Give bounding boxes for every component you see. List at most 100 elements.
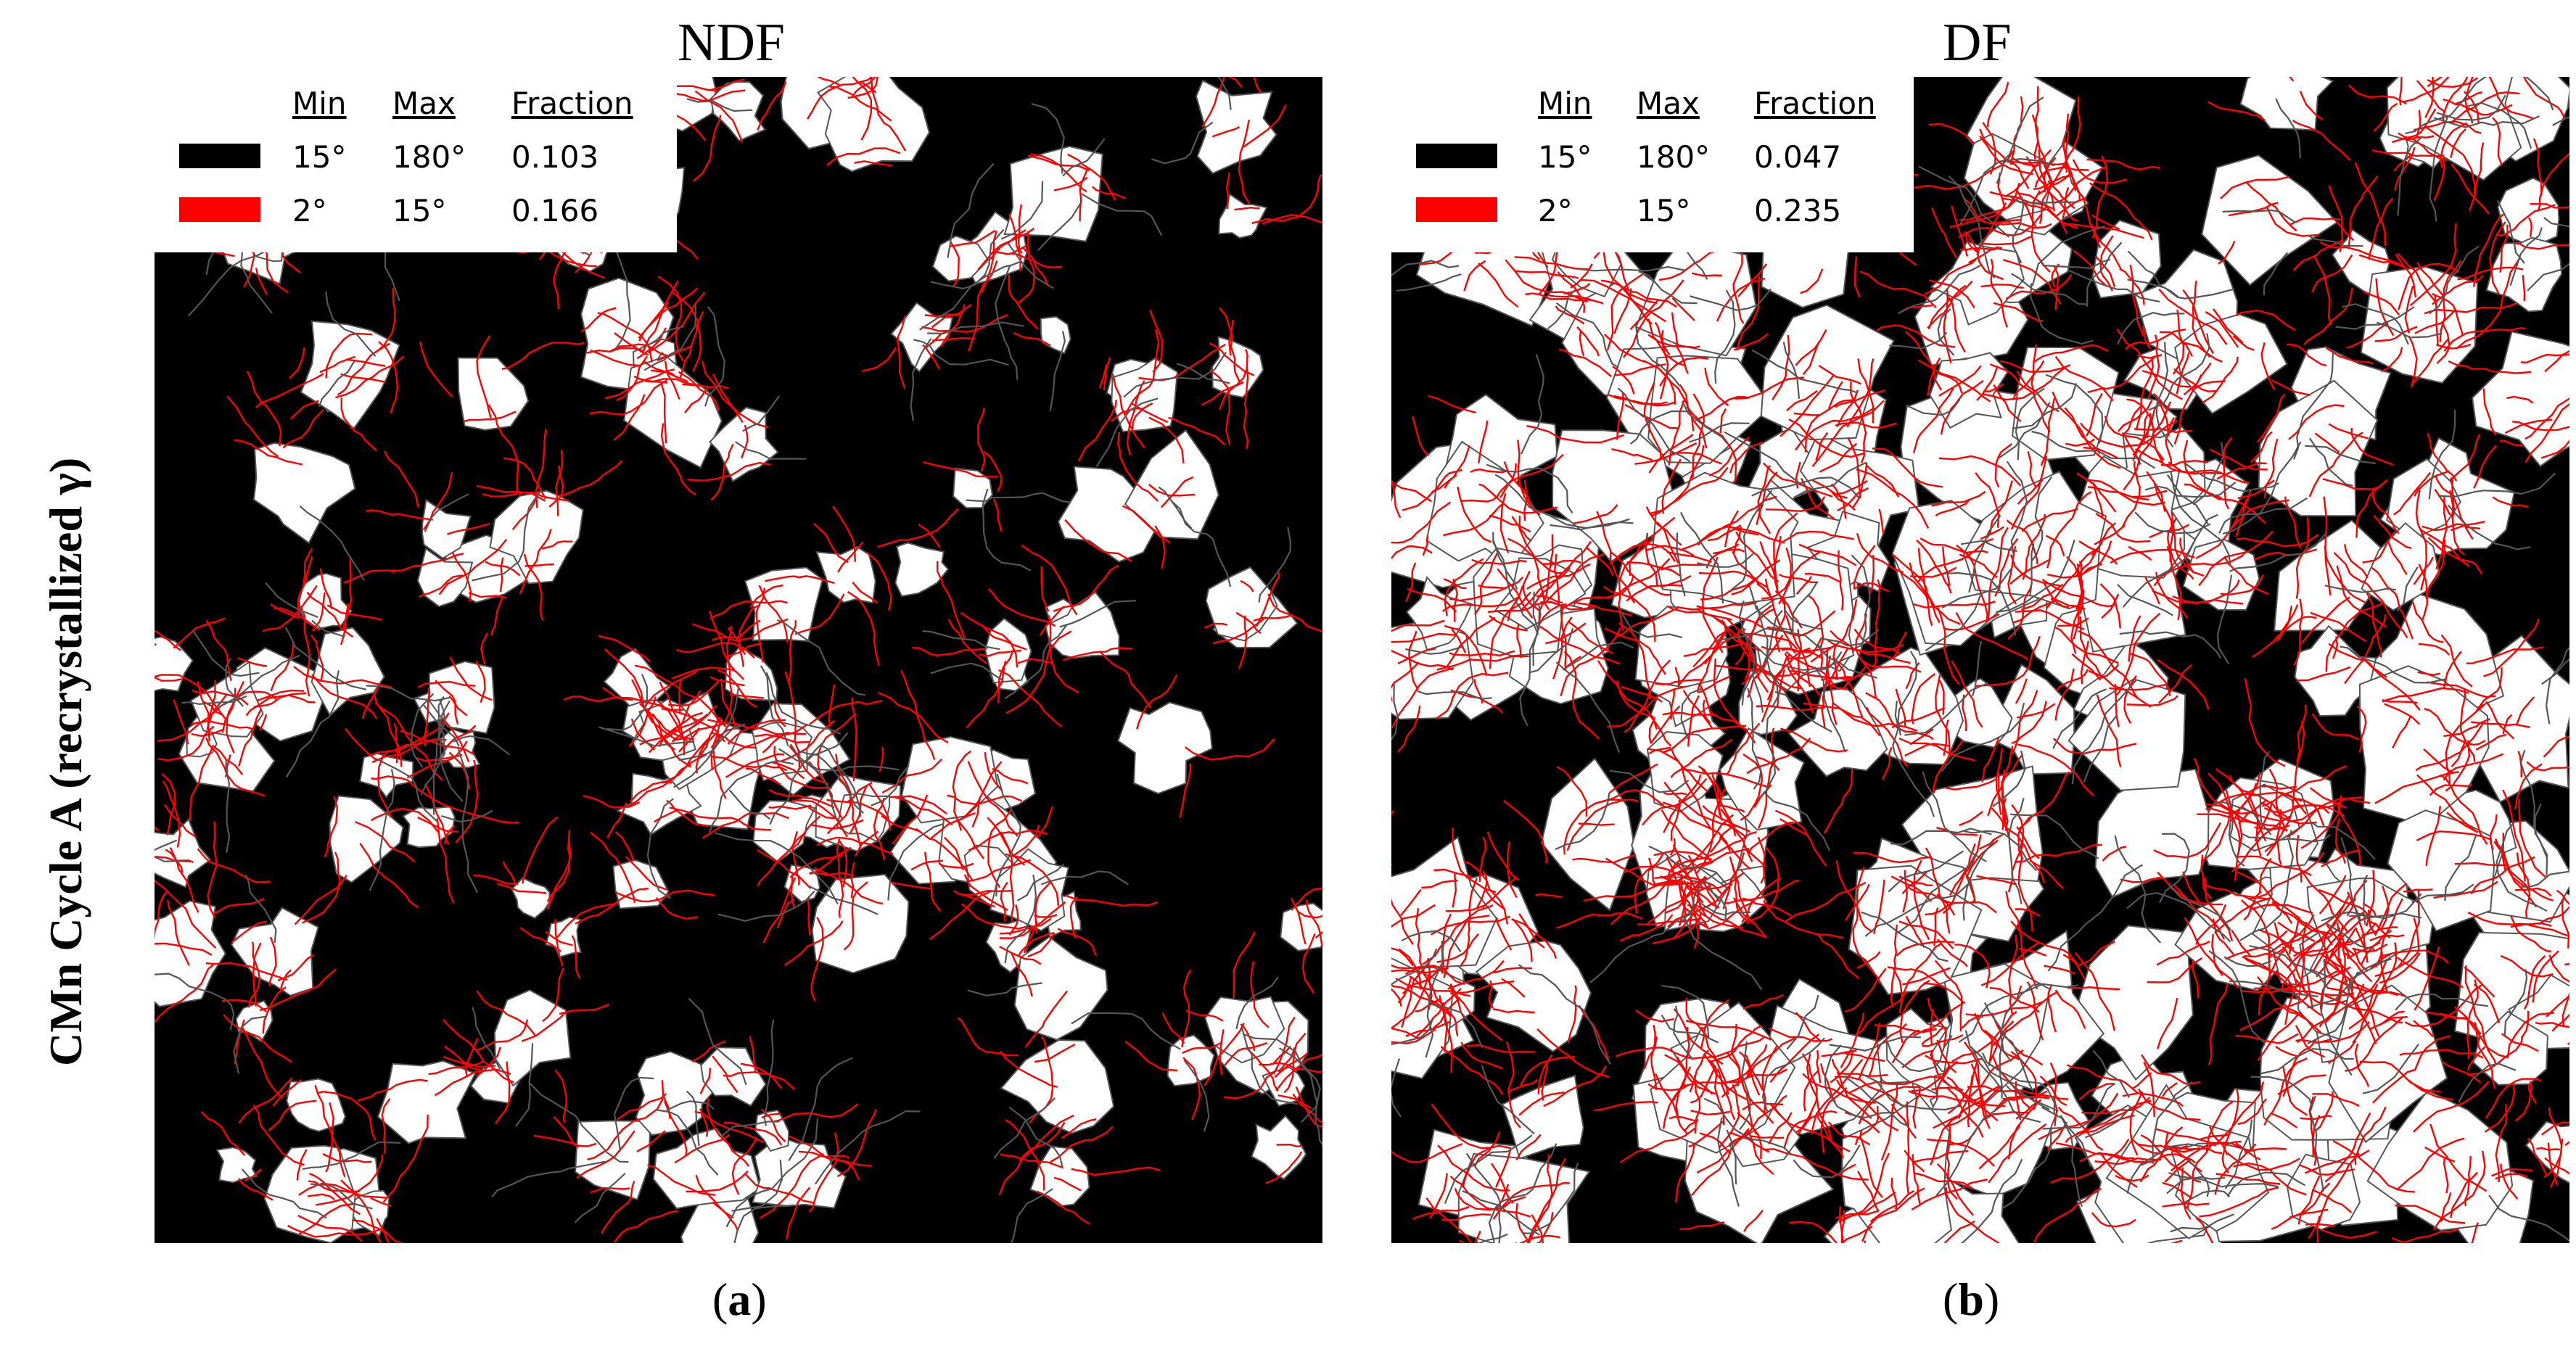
low-angle-boundary bbox=[2201, 356, 2239, 404]
low-angle-boundary bbox=[692, 618, 789, 642]
low-angle-boundary bbox=[2085, 392, 2103, 437]
low-angle-boundary bbox=[2205, 1100, 2234, 1153]
low-angle-boundary bbox=[1662, 712, 1717, 716]
low-angle-boundary bbox=[2052, 391, 2121, 469]
grain-boundary bbox=[1016, 863, 1065, 901]
low-angle-boundary bbox=[615, 889, 715, 903]
low-angle-boundary bbox=[438, 539, 508, 595]
low-angle-boundary bbox=[1027, 932, 1055, 958]
low-angle-boundary bbox=[296, 1149, 308, 1181]
low-angle-boundary bbox=[2324, 1113, 2371, 1183]
low-angle-boundary bbox=[2323, 496, 2332, 596]
low-angle-boundary bbox=[1391, 863, 1415, 945]
low-angle-boundary bbox=[613, 394, 646, 441]
low-angle-boundary bbox=[1077, 400, 1117, 462]
grain-boundary bbox=[742, 395, 781, 432]
low-angle-boundary bbox=[2039, 1075, 2067, 1106]
low-angle-boundary bbox=[1030, 153, 1087, 193]
low-angle-boundary bbox=[1023, 921, 1038, 954]
low-angle-boundary bbox=[253, 692, 307, 708]
low-angle-boundary bbox=[932, 337, 976, 342]
low-angle-boundary bbox=[2066, 1064, 2139, 1094]
low-angle-boundary bbox=[169, 847, 199, 913]
legend-header-fraction: Fraction bbox=[1754, 86, 1876, 121]
grain bbox=[457, 357, 530, 431]
low-angle-boundary bbox=[1415, 998, 1442, 1012]
low-angle-boundary bbox=[1460, 463, 1517, 503]
low-angle-boundary bbox=[2440, 1150, 2486, 1223]
low-angle-boundary bbox=[712, 751, 727, 799]
low-angle-boundary bbox=[2295, 834, 2303, 883]
low-angle-boundary bbox=[1705, 548, 1745, 569]
grain-boundary bbox=[2260, 1048, 2354, 1075]
low-angle-boundary bbox=[2271, 1182, 2331, 1230]
low-angle-boundary bbox=[2182, 871, 2202, 906]
grain-boundary bbox=[1680, 511, 1724, 604]
grain-boundary bbox=[1751, 476, 1859, 498]
grain-boundary bbox=[2170, 471, 2231, 566]
low-angle-boundary bbox=[1034, 1043, 1076, 1063]
low-angle-boundary bbox=[1053, 564, 1119, 612]
low-angle-boundary bbox=[1811, 400, 1885, 468]
low-angle-boundary bbox=[1256, 572, 1280, 627]
low-angle-boundary bbox=[1515, 1202, 1531, 1243]
low-angle-boundary bbox=[2464, 966, 2495, 998]
low-angle-boundary bbox=[1983, 1029, 2020, 1061]
low-angle-boundary bbox=[2413, 1020, 2434, 1038]
low-angle-boundary bbox=[382, 1114, 429, 1203]
low-angle-boundary bbox=[244, 1168, 262, 1181]
grain bbox=[1405, 575, 1473, 651]
grain bbox=[155, 636, 194, 692]
low-angle-boundary bbox=[1743, 1209, 1764, 1232]
grain-boundary bbox=[2433, 115, 2540, 128]
panel-b-caption: (b) bbox=[1943, 1274, 2000, 1325]
low-angle-boundary bbox=[1449, 650, 1515, 657]
low-angle-boundary bbox=[1855, 614, 1877, 698]
low-angle-boundary bbox=[1675, 1066, 1692, 1117]
low-angle-boundary bbox=[2268, 768, 2288, 832]
low-angle-boundary bbox=[1912, 1150, 1969, 1163]
low-angle-boundary bbox=[2527, 1137, 2548, 1176]
grain-boundary bbox=[1567, 641, 1634, 668]
low-angle-boundary bbox=[2464, 965, 2497, 1066]
grain-boundary bbox=[155, 856, 191, 863]
low-angle-boundary bbox=[352, 1219, 405, 1243]
low-angle-boundary bbox=[1827, 381, 1843, 409]
low-angle-boundary bbox=[1686, 405, 1737, 483]
low-angle-boundary bbox=[2295, 517, 2310, 599]
low-angle-boundary bbox=[1945, 778, 1996, 791]
grain-boundary bbox=[1183, 1060, 1210, 1132]
low-angle-boundary bbox=[1036, 806, 1053, 839]
low-angle-boundary bbox=[2324, 924, 2346, 1025]
low-angle-boundary bbox=[1181, 969, 1192, 1048]
low-angle-boundary bbox=[910, 859, 943, 871]
grain-boundary bbox=[1925, 591, 1983, 652]
low-angle-boundary bbox=[687, 461, 771, 482]
low-angle-boundary bbox=[1034, 914, 1058, 918]
low-angle-boundary bbox=[2063, 223, 2144, 239]
low-angle-boundary bbox=[2489, 221, 2506, 294]
low-angle-boundary bbox=[1988, 1040, 1993, 1066]
low-angle-boundary bbox=[1064, 894, 1159, 907]
low-angle-boundary bbox=[1721, 619, 1761, 652]
low-angle-boundary bbox=[2483, 619, 2540, 677]
low-angle-boundary bbox=[2418, 643, 2451, 656]
low-angle-boundary bbox=[1613, 395, 1668, 405]
low-angle-boundary bbox=[1671, 831, 1757, 870]
low-angle-boundary bbox=[343, 569, 396, 584]
low-angle-boundary bbox=[1512, 918, 1533, 962]
low-angle-boundary bbox=[1980, 284, 2024, 289]
low-angle-boundary bbox=[2186, 1142, 2214, 1210]
low-angle-boundary bbox=[1890, 875, 1933, 902]
low-angle-boundary bbox=[1779, 818, 1806, 835]
legend-row2-min: 2° bbox=[1538, 193, 1573, 228]
low-angle-boundary bbox=[1938, 680, 1945, 715]
low-angle-boundary bbox=[2473, 445, 2497, 489]
low-angle-boundary bbox=[1460, 915, 1471, 967]
low-angle-boundary bbox=[1929, 279, 1975, 308]
low-angle-boundary bbox=[1673, 1008, 1724, 1065]
low-angle-boundary bbox=[155, 855, 194, 863]
low-angle-boundary bbox=[2439, 774, 2488, 845]
low-angle-boundary bbox=[1668, 397, 1686, 466]
low-angle-boundary bbox=[776, 898, 795, 928]
